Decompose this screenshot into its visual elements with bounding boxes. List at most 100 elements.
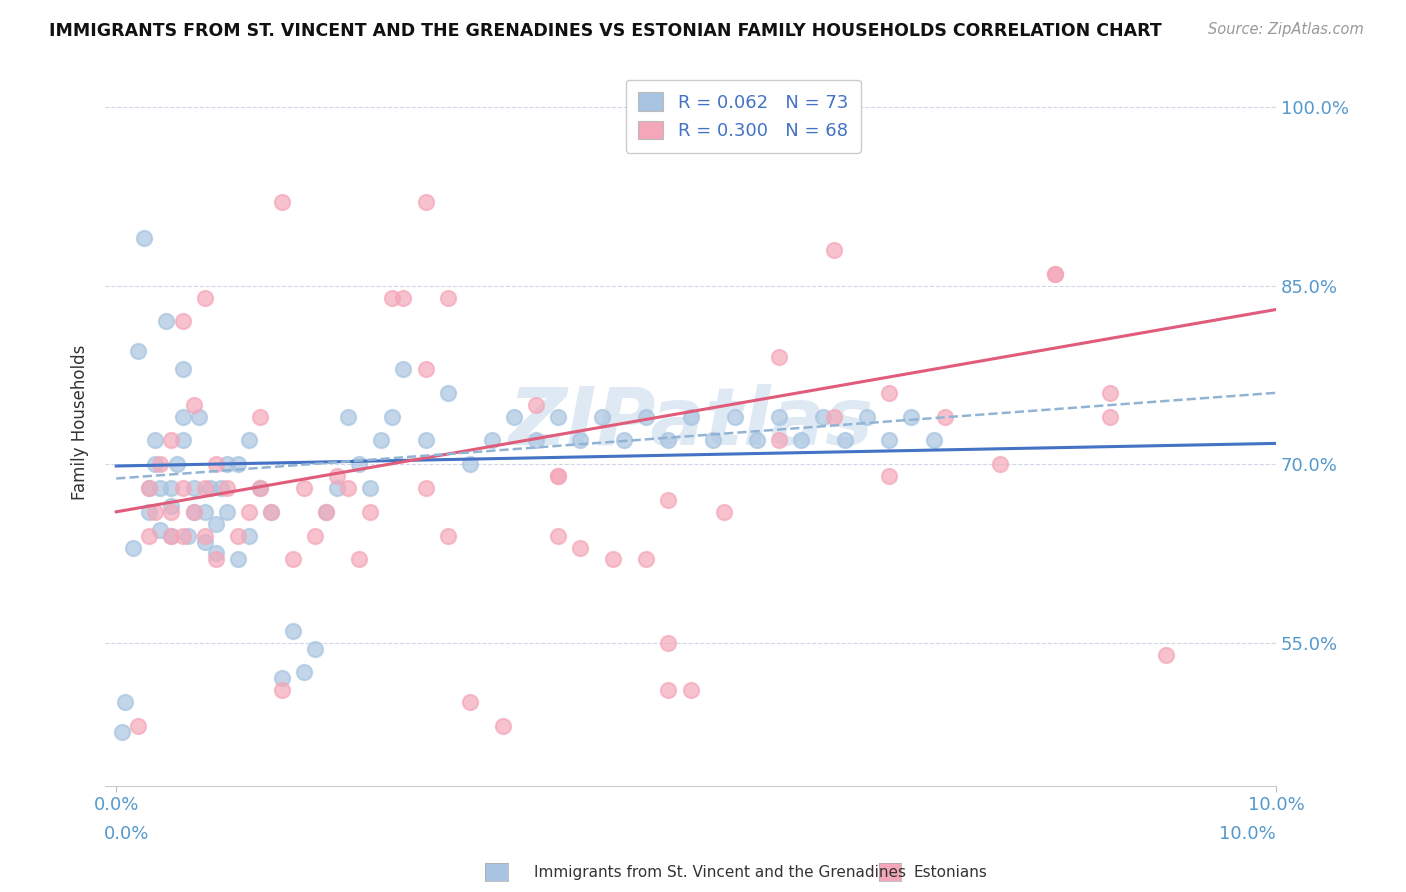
Point	[215, 505, 238, 519]
Text: Estonians: Estonians	[914, 865, 988, 880]
Point	[149, 481, 172, 495]
Point	[249, 409, 271, 424]
Point	[149, 523, 172, 537]
Point	[166, 457, 188, 471]
Point	[613, 434, 636, 448]
Point	[111, 725, 134, 739]
Point	[215, 481, 238, 495]
Point	[172, 314, 194, 328]
Point	[260, 505, 283, 519]
Point	[160, 434, 183, 448]
Point	[271, 683, 294, 698]
Point	[194, 505, 217, 519]
Point	[238, 434, 260, 448]
Point	[768, 434, 790, 448]
Point	[834, 434, 856, 448]
Point	[679, 409, 702, 424]
Point	[502, 409, 524, 424]
Point	[436, 291, 458, 305]
Point	[591, 409, 613, 424]
Point	[238, 505, 260, 519]
Point	[900, 409, 922, 424]
Point	[121, 541, 143, 555]
Point	[392, 362, 415, 376]
Point	[143, 505, 166, 519]
Point	[132, 231, 155, 245]
Text: ZIPatlas: ZIPatlas	[508, 384, 873, 461]
Point	[657, 636, 679, 650]
Point	[215, 457, 238, 471]
Text: Immigrants from St. Vincent and the Grenadines: Immigrants from St. Vincent and the Gren…	[534, 865, 907, 880]
Point	[381, 409, 404, 424]
Point	[143, 457, 166, 471]
Point	[547, 528, 569, 542]
Point	[172, 528, 194, 542]
Point	[326, 481, 349, 495]
Point	[194, 291, 217, 305]
Point	[326, 469, 349, 483]
Point	[370, 434, 392, 448]
Point	[160, 528, 183, 542]
Point	[138, 481, 160, 495]
Point	[183, 398, 205, 412]
Point	[547, 409, 569, 424]
Point	[127, 719, 149, 733]
Point	[292, 665, 315, 680]
Point	[160, 481, 183, 495]
Point	[172, 409, 194, 424]
Point	[524, 398, 547, 412]
Point	[524, 434, 547, 448]
Point	[458, 695, 481, 709]
Point	[114, 695, 136, 709]
Point	[934, 409, 956, 424]
Point	[271, 672, 294, 686]
Point	[768, 350, 790, 364]
Point	[823, 409, 845, 424]
Point	[415, 481, 437, 495]
Point	[657, 492, 679, 507]
Point	[138, 528, 160, 542]
Point	[204, 457, 226, 471]
Point	[160, 499, 183, 513]
Point	[204, 552, 226, 566]
Point	[155, 314, 177, 328]
Point	[392, 291, 415, 305]
Point	[238, 528, 260, 542]
Point	[702, 434, 724, 448]
Text: Source: ZipAtlas.com: Source: ZipAtlas.com	[1208, 22, 1364, 37]
Point	[922, 434, 945, 448]
Point	[194, 534, 217, 549]
Point	[172, 362, 194, 376]
Point	[183, 481, 205, 495]
Point	[879, 469, 901, 483]
Point	[198, 481, 221, 495]
Point	[636, 409, 658, 424]
Point	[149, 457, 172, 471]
Point	[204, 546, 226, 560]
Point	[811, 409, 834, 424]
Point	[337, 409, 360, 424]
Point	[177, 528, 200, 542]
Point	[127, 344, 149, 359]
Point	[160, 505, 183, 519]
Point	[636, 552, 658, 566]
Point	[138, 505, 160, 519]
Point	[768, 409, 790, 424]
Y-axis label: Family Households: Family Households	[72, 345, 89, 500]
Point	[602, 552, 624, 566]
Point	[1154, 648, 1177, 662]
Point	[679, 683, 702, 698]
Point	[492, 719, 515, 733]
Point	[260, 505, 283, 519]
Point	[226, 552, 249, 566]
Point	[657, 434, 679, 448]
Point	[349, 457, 371, 471]
Point	[249, 481, 271, 495]
Point	[315, 505, 337, 519]
Point	[271, 195, 294, 210]
Point	[436, 528, 458, 542]
Point	[194, 481, 217, 495]
Point	[281, 624, 304, 638]
Point	[569, 434, 592, 448]
Point	[547, 469, 569, 483]
